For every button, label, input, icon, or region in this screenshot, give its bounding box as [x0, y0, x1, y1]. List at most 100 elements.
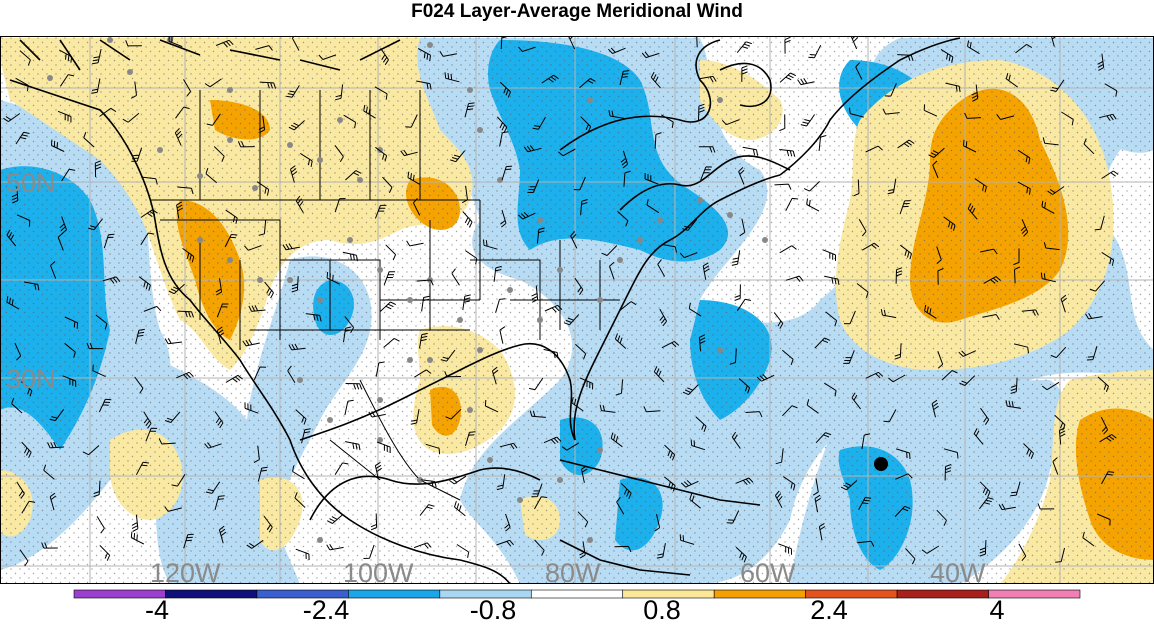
- wind-barb: [824, 275, 840, 285]
- wind-barb: [248, 305, 266, 312]
- wind-barb: [843, 310, 856, 325]
- wind-barb: [288, 343, 306, 351]
- wind-barb: [417, 48, 431, 62]
- wind-barb: [1013, 248, 1020, 266]
- wind-barb: [11, 186, 19, 204]
- wind-barb: [1085, 312, 1103, 320]
- wind-barb: [1052, 457, 1059, 475]
- wind-barb: [979, 481, 991, 498]
- wind-barb: [258, 115, 266, 134]
- wind-barb: [698, 146, 716, 153]
- wind-barb: [19, 549, 29, 567]
- wind-barb: [653, 366, 665, 383]
- wind-barb: [1099, 113, 1117, 121]
- wind-barb: [806, 399, 819, 414]
- wind-barb: [177, 186, 194, 195]
- wind-barb: [138, 276, 151, 291]
- wind-barb: [643, 406, 661, 413]
- wind-barb: [1060, 294, 1068, 313]
- wind-barb: [253, 445, 260, 463]
- wind-barb: [888, 374, 906, 383]
- station-dots: [47, 37, 768, 543]
- wind-barb: [318, 54, 337, 60]
- wind-barb: [661, 243, 677, 253]
- wind-barb: [244, 245, 262, 251]
- wind-barb: [1017, 149, 1031, 164]
- wind-barb: [619, 70, 630, 86]
- wind-barb: [928, 147, 945, 158]
- wind-barb: [50, 261, 57, 279]
- wind-barb: [736, 298, 752, 312]
- colorbar-label-0-8: 0.8: [643, 595, 681, 625]
- wind-barb: [1047, 186, 1065, 195]
- lon-label-120w: 120W: [150, 558, 221, 588]
- wind-barb: [103, 233, 115, 249]
- wind-barb: [164, 411, 181, 423]
- wind-barb: [379, 301, 397, 312]
- wind-barb: [1010, 481, 1021, 497]
- wind-barb: [174, 128, 183, 146]
- wind-barb: [698, 334, 706, 352]
- wind-barb: [1020, 219, 1029, 237]
- wind-barb: [462, 211, 473, 228]
- map-title: F024 Layer-Average Meridional Wind: [411, 1, 743, 22]
- wind-barb: [944, 464, 952, 481]
- wind-barb: [1058, 427, 1066, 445]
- colorbar-label-neg-2-4: -2.4: [302, 595, 350, 625]
- wind-barb: [93, 480, 101, 498]
- wind-barb: [865, 371, 884, 379]
- wind-barb: [657, 259, 666, 277]
- wind-barb: [1043, 242, 1060, 251]
- wind-barb: [822, 249, 836, 261]
- wind-barb: [445, 408, 462, 420]
- wind-barb: [1097, 376, 1109, 392]
- wind-barb: [493, 265, 502, 282]
- wind-barb: [897, 139, 915, 149]
- wind-barb: [1097, 513, 1111, 526]
- wind-barb: [735, 477, 754, 486]
- wind-barb: [1086, 346, 1098, 361]
- wind-barb: [295, 409, 307, 425]
- wind-barb: [21, 500, 36, 514]
- wind-barb: [451, 268, 460, 286]
- wind-barb: [983, 276, 1001, 284]
- wind-barb: [83, 132, 95, 148]
- wind-barb: [130, 531, 145, 545]
- wind-barb: [1089, 280, 1106, 292]
- wind-barb: [96, 516, 105, 534]
- colorbar-swatch: [896, 589, 989, 599]
- wind-barb: [334, 198, 346, 213]
- wind-barb: [1101, 251, 1115, 266]
- wind-barb: [742, 146, 759, 156]
- wind-barb: [615, 379, 624, 396]
- wind-barb: [295, 548, 310, 561]
- wind-barb: [343, 114, 357, 129]
- colorbar-swatch: [713, 589, 806, 599]
- lat-label-30n: 30N: [6, 364, 56, 394]
- wind-barb: [745, 411, 763, 418]
- wind-barb: [246, 539, 264, 549]
- wind-barb: [301, 428, 311, 444]
- wind-barb: [797, 78, 815, 86]
- wind-barb: [894, 505, 911, 517]
- wind-barb: [496, 474, 506, 491]
- wind-barb: [253, 366, 267, 381]
- wind-barb: [504, 513, 511, 532]
- wind-barb: [259, 81, 277, 89]
- wind-barb: [57, 110, 72, 123]
- wind-barb: [204, 442, 222, 449]
- wind-barb: [726, 510, 740, 524]
- wind-barb: [335, 84, 344, 101]
- wind-barb: [218, 525, 227, 544]
- wind-barb: [806, 198, 820, 212]
- wind-barb: [774, 183, 792, 190]
- wind-barb: [225, 209, 238, 224]
- wind-barb: [601, 245, 618, 256]
- wind-barb: [623, 170, 631, 187]
- wind-barb: [300, 152, 313, 167]
- wind-barb: [736, 41, 752, 54]
- wind-barb: [899, 200, 911, 215]
- wind-barb: [334, 462, 349, 475]
- wind-barb: [374, 86, 388, 100]
